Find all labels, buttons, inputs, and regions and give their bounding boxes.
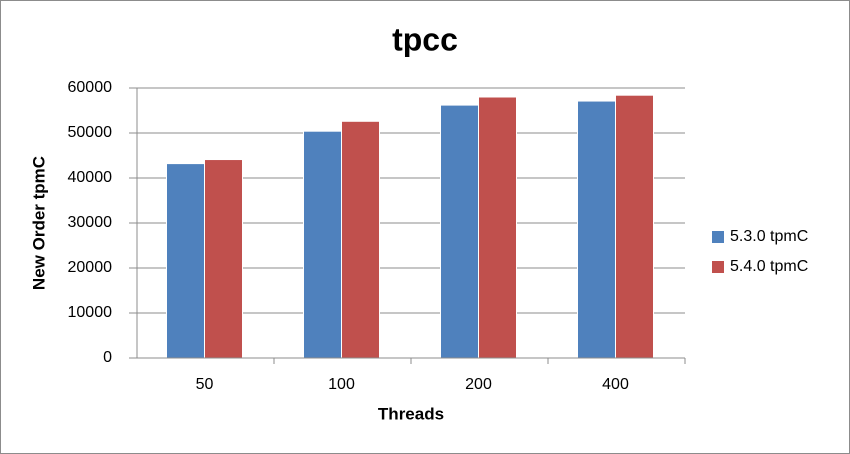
x-tick-label: 100 — [328, 376, 355, 393]
x-tick-label: 50 — [196, 376, 214, 393]
y-tick-label: 10000 — [68, 304, 113, 321]
x-tick-label: 400 — [602, 376, 629, 393]
bar — [303, 130, 342, 359]
x-tick-label: 200 — [465, 376, 492, 393]
y-tick-label: 30000 — [68, 214, 113, 231]
bar — [204, 159, 243, 359]
legend-swatch — [712, 261, 724, 273]
bar — [478, 96, 517, 359]
bar — [577, 100, 616, 359]
y-axis-label: New Order tpmC — [29, 156, 48, 290]
bar — [440, 104, 479, 359]
y-tick-label: 50000 — [68, 124, 113, 141]
y-tick-label: 60000 — [68, 79, 113, 96]
y-tick-label: 0 — [103, 349, 112, 366]
chart-title: tpcc — [392, 21, 458, 57]
legend-label: 5.3.0 tpmC — [730, 228, 808, 245]
x-axis-label: Threads — [378, 404, 444, 423]
bar — [166, 163, 205, 359]
y-tick-label: 20000 — [68, 259, 113, 276]
y-tick-label: 40000 — [68, 169, 113, 186]
bar — [615, 94, 654, 359]
legend-swatch — [712, 231, 724, 243]
legend-label: 5.4.0 tpmC — [730, 258, 808, 275]
bar — [341, 120, 380, 359]
